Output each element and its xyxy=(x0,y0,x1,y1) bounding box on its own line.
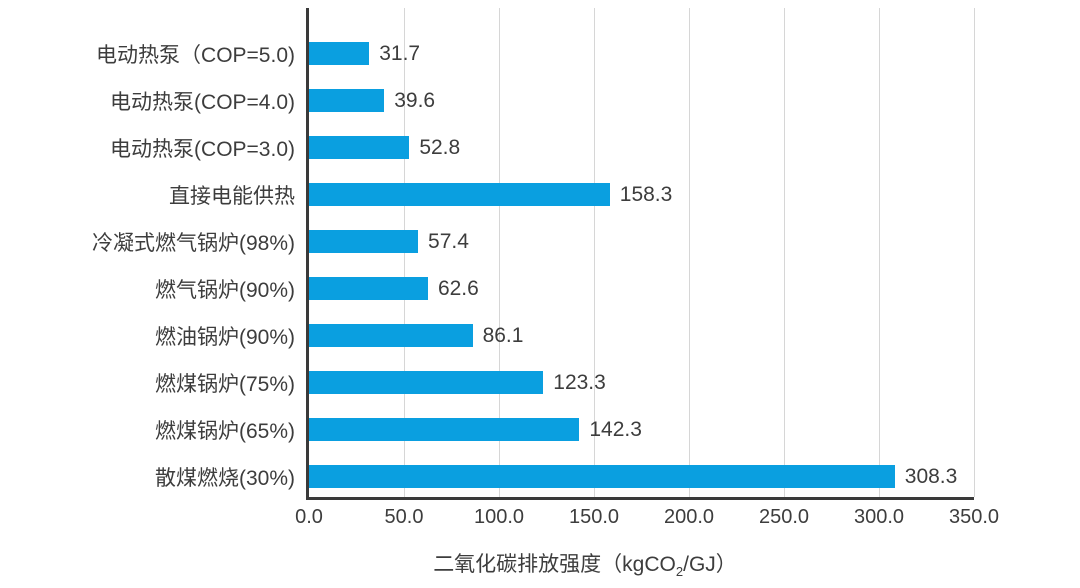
x-tick-labels: 0.0 50.0 100.0 150.0 200.0 250.0 300.0 350.0 xyxy=(295,506,999,532)
bar-row: 散煤燃烧(30%) 308.3 xyxy=(0,453,974,500)
x-tick-label: 200.0 xyxy=(663,506,715,528)
bar-track: 39.6 xyxy=(309,77,974,124)
category-label: 直接电能供热 xyxy=(169,184,295,208)
value-label: 123.3 xyxy=(553,370,606,394)
value-label: 39.6 xyxy=(394,88,436,112)
bar-track: 308.3 xyxy=(309,453,974,500)
bar xyxy=(309,277,428,300)
value-label: 158.3 xyxy=(619,182,673,206)
bar-track: 31.7 xyxy=(309,30,974,77)
value-label: 57.4 xyxy=(428,229,469,253)
x-tick-label: 100.0 xyxy=(473,506,525,528)
bar-row: 燃气锅炉(90%) 62.6 xyxy=(0,265,974,312)
category-label: 电动热泵（COP=5.0) xyxy=(96,43,295,67)
bar xyxy=(309,465,895,488)
category-label: 燃油锅炉(90%) xyxy=(154,325,295,349)
category-label: 散煤燃烧(30%) xyxy=(154,466,295,490)
x-tick-label: 300.0 xyxy=(853,506,905,528)
x-tick-label: 0.0 xyxy=(295,506,323,528)
value-label: 52.8 xyxy=(419,135,461,159)
bar-row: 冷凝式燃气锅炉(98%) 57.4 xyxy=(0,218,974,265)
bar-row: 直接电能供热 158.3 xyxy=(0,171,974,218)
x-tick-label: 250.0 xyxy=(758,506,810,528)
y-axis-line xyxy=(306,8,309,500)
bar-track: 57.4 xyxy=(309,218,974,265)
value-label: 142.3 xyxy=(589,417,642,441)
bar xyxy=(309,230,419,253)
category-label: 冷凝式燃气锅炉(98%) xyxy=(91,231,295,255)
x-axis-title-subscript: 2 xyxy=(675,564,684,580)
category-label: 电动热泵(COP=4.0) xyxy=(110,90,295,114)
bar xyxy=(309,371,544,394)
value-label: 86.1 xyxy=(482,323,524,347)
bar xyxy=(309,324,473,347)
x-axis-title-prefix: 二氧化碳排放强度（kgCO xyxy=(433,553,676,576)
gridline xyxy=(879,8,880,497)
bar-track: 62.6 xyxy=(309,265,974,312)
category-label: 燃煤锅炉(65%) xyxy=(154,419,295,443)
value-label: 62.6 xyxy=(437,276,479,300)
bar xyxy=(309,418,580,441)
gridline xyxy=(974,8,975,497)
category-label: 燃气锅炉(90%) xyxy=(154,278,295,302)
bar-track: 123.3 xyxy=(309,359,974,406)
bar-row: 电动热泵（COP=5.0) 31.7 xyxy=(0,30,974,77)
category-label: 燃煤锅炉(75%) xyxy=(154,372,295,396)
x-tick-label: 150.0 xyxy=(568,506,620,528)
x-tick-label: 50.0 xyxy=(384,506,424,528)
bar-row: 电动热泵(COP=4.0) 39.6 xyxy=(0,77,974,124)
bar-row: 燃油锅炉(90%) 86.1 xyxy=(0,312,974,359)
chart-rows: 电动热泵（COP=5.0) 31.7 电动热泵(COP=4.0) 39.6 电动热泵(C… xyxy=(0,30,974,500)
bar-track: 142.3 xyxy=(309,406,974,453)
bar xyxy=(309,89,385,112)
bar-track: 52.8 xyxy=(309,124,974,171)
bar xyxy=(309,183,610,206)
bar-row: 燃煤锅炉(75%) 123.3 xyxy=(0,359,974,406)
x-axis-line xyxy=(306,497,974,500)
value-label: 308.3 xyxy=(904,464,958,488)
value-label: 31.7 xyxy=(379,41,421,65)
x-tick-label: 350.0 xyxy=(948,506,1000,528)
x-axis-title: 二氧化碳排放强度（kgCO2/GJ） xyxy=(250,548,920,578)
bar-row: 燃煤锅炉(65%) 142.3 xyxy=(0,406,974,453)
gridline xyxy=(499,8,500,497)
bar-track: 86.1 xyxy=(309,312,974,359)
gridline xyxy=(594,8,595,497)
bar xyxy=(309,42,370,65)
gridline xyxy=(784,8,785,497)
bar xyxy=(309,136,410,159)
bar-track: 158.3 xyxy=(309,171,974,218)
gridline xyxy=(689,8,690,497)
x-axis-title-suffix: /GJ） xyxy=(683,553,737,576)
category-label: 电动热泵(COP=3.0) xyxy=(110,137,295,161)
bar-row: 电动热泵(COP=3.0) 52.8 xyxy=(0,124,974,171)
